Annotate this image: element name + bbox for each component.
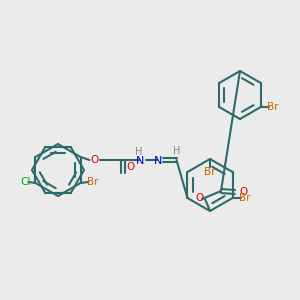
Text: Cl: Cl (20, 177, 31, 187)
Text: Br: Br (87, 177, 98, 187)
Text: H: H (135, 147, 142, 157)
Text: O: O (239, 187, 247, 197)
Text: Br: Br (239, 193, 250, 203)
Text: O: O (126, 163, 135, 172)
Text: Br: Br (267, 102, 278, 112)
Text: N: N (136, 156, 145, 166)
Text: O: O (195, 193, 203, 203)
Text: Br: Br (204, 167, 216, 177)
Text: H: H (173, 146, 180, 156)
Text: N: N (154, 156, 163, 166)
Text: O: O (90, 155, 99, 165)
